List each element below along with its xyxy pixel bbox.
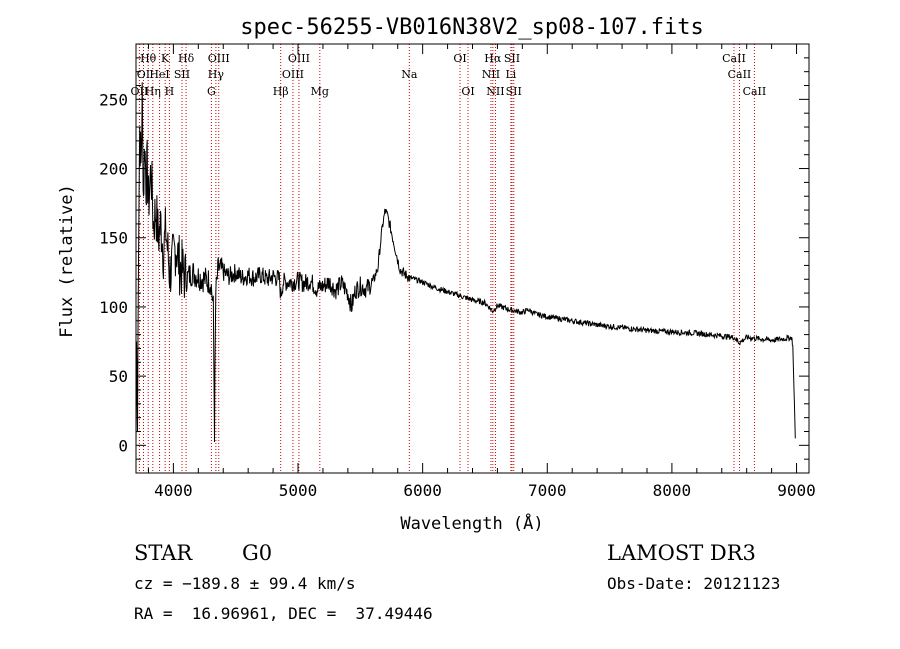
x-tick-label: 8000: [653, 481, 692, 500]
y-tick-label: 150: [99, 229, 128, 248]
line-label-10: OIII: [208, 52, 230, 65]
y-tick-label: 50: [109, 367, 128, 386]
y-axis-label: Flux (relative): [57, 184, 77, 338]
line-label-19: Hα: [484, 52, 502, 65]
y-tick-label: 200: [99, 160, 128, 179]
line-label-5: K: [161, 52, 170, 65]
x-tick-label: 5000: [279, 481, 318, 500]
line-label-12: Hβ: [273, 85, 289, 98]
object-class: STAR: [134, 541, 193, 565]
line-label-20: NII: [482, 68, 500, 81]
line-label-23: Li: [505, 68, 516, 81]
line-label-3: OI: [137, 68, 150, 81]
x-tick-label: 6000: [403, 481, 442, 500]
object-subclass: G0: [242, 541, 272, 565]
line-label-25: CaII: [722, 52, 746, 65]
line-label-11: Hγ: [208, 68, 225, 81]
line-label-6: H: [165, 85, 175, 98]
line-label-21: NII: [486, 85, 504, 98]
observation-date: Obs-Date: 20121123: [607, 574, 780, 593]
line-label-0: OII: [131, 85, 149, 98]
y-tick-label: 100: [99, 298, 128, 317]
line-label-9: G: [207, 85, 216, 98]
line-label-15: Mg: [311, 85, 329, 98]
x-tick-label: 7000: [528, 481, 567, 500]
y-tick-label: 250: [99, 90, 128, 109]
spectrum-series: [135, 82, 796, 446]
line-label-13: OIII: [288, 52, 310, 65]
axis-ticks: 4000 5000 6000 7000 8000 9000 0 50 100 150 200 250: [99, 43, 816, 500]
line-label-14: OIII: [282, 68, 304, 81]
plot-frame: [135, 43, 810, 474]
survey-name: LAMOST DR3: [607, 541, 756, 565]
line-label-7: SII: [174, 68, 190, 81]
y-tick-label: 0: [118, 436, 128, 455]
line-label-27: CaII: [743, 85, 767, 98]
line-markers: [138, 44, 755, 473]
chart-title: spec-56255-VB016N38V2_sp08-107.fits: [240, 15, 704, 40]
line-label-22: SII: [504, 52, 520, 65]
line-label-17: OI: [453, 52, 466, 65]
line-label-26: CaII: [728, 68, 752, 81]
line-label-24: SII: [506, 85, 522, 98]
coordinates-info: RA = 16.96961, DEC = 37.49446: [134, 604, 433, 623]
line-label-2: Hη: [145, 85, 161, 98]
redshift-info: cz = −189.8 ± 99.4 km/s: [134, 574, 356, 593]
x-tick-label: 9000: [777, 481, 816, 500]
x-axis-label: Wavelength (Å): [400, 512, 543, 534]
line-label-4: HeI: [149, 68, 169, 81]
line-label-16: Na: [401, 68, 418, 81]
line-label-18: OI: [461, 85, 474, 98]
line-label-1: Hθ: [140, 52, 157, 65]
line-label-8: Hδ: [178, 52, 195, 65]
spectrum-line: [135, 82, 796, 446]
x-tick-label: 4000: [154, 481, 193, 500]
